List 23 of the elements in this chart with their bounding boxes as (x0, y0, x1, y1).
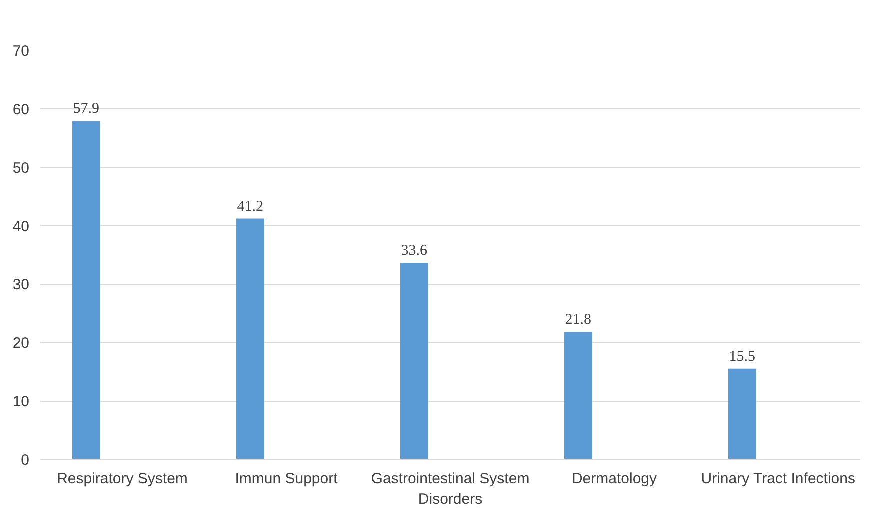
data-label: 15.5 (729, 348, 756, 365)
x-tick-label: Dermatology (572, 470, 658, 488)
y-tick-label: 70 (12, 43, 30, 60)
bar (72, 121, 100, 460)
y-tick-label: 40 (12, 218, 30, 236)
bar (564, 332, 592, 460)
data-label: 41.2 (237, 198, 264, 215)
y-tick-label: 10 (12, 394, 30, 411)
x-tick-label: Gastrointestinal System Disorders (371, 470, 530, 508)
data-label: 57.9 (73, 101, 100, 118)
bar (728, 368, 756, 460)
x-tick-label: Immun Support (235, 470, 339, 488)
data-label: 21.8 (565, 312, 592, 328)
y-tick-label: 50 (12, 160, 30, 177)
data-label: 33.6 (401, 243, 428, 260)
x-tick-label: Respiratory System (57, 470, 188, 488)
y-tick-label: 30 (12, 276, 30, 294)
y-tick-label: 0 (21, 452, 30, 469)
y-tick-label: 60 (12, 101, 30, 118)
y-tick-label: 20 (12, 335, 30, 352)
bar (236, 218, 264, 460)
bar (400, 263, 428, 460)
x-tick-label: Urinary Tract Infections (701, 470, 856, 488)
